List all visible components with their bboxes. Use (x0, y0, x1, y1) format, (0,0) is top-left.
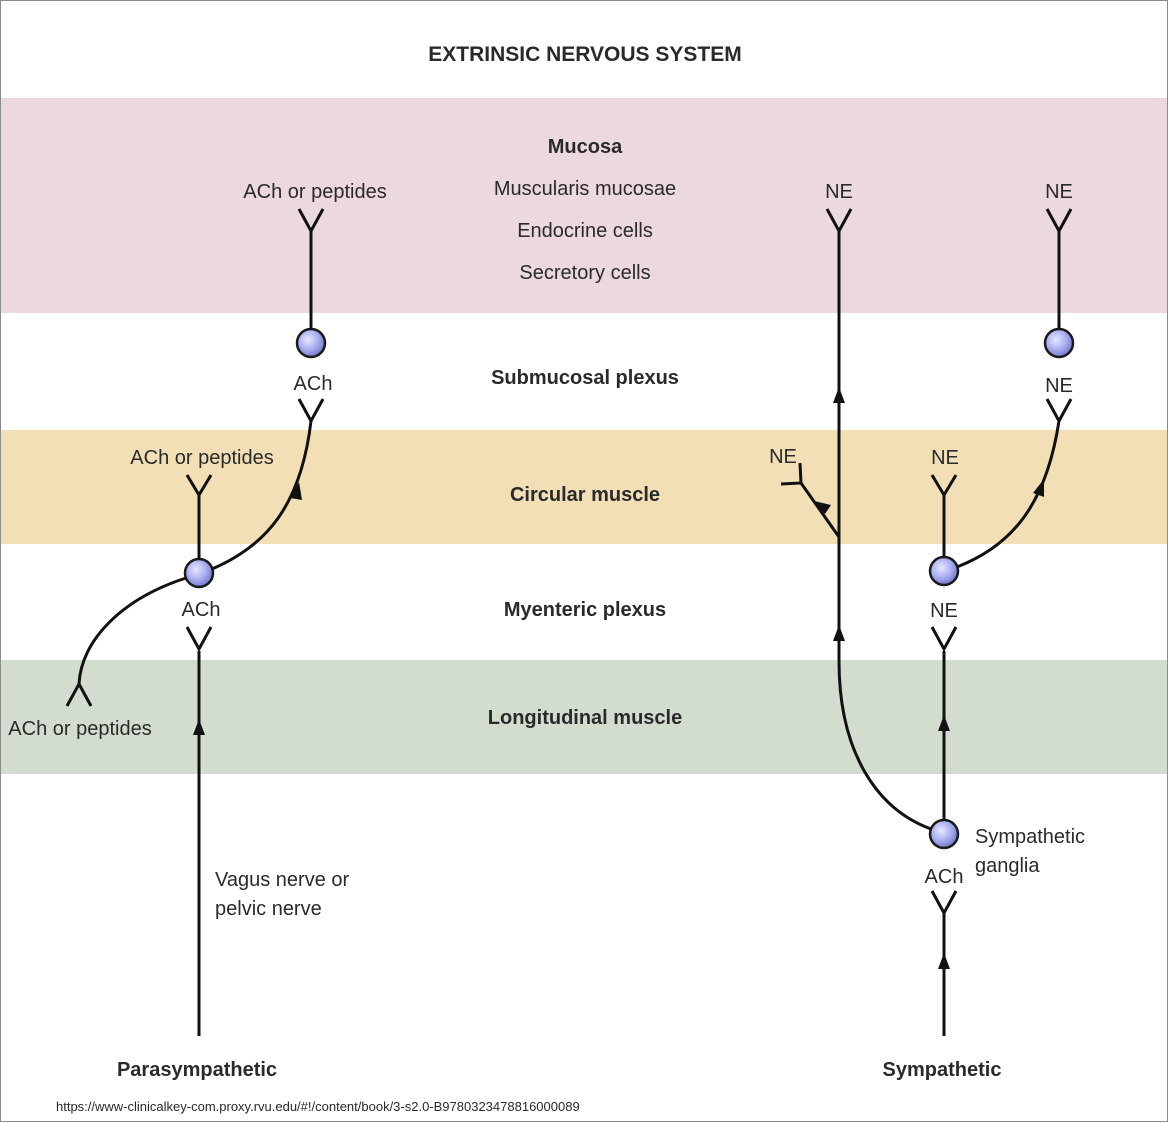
mucosa-item-endocrine: Endocrine cells (517, 220, 653, 242)
mucosa-item-muscularis: Muscularis mucosae (494, 178, 676, 200)
sympathetic-submucosal-synapse (1045, 398, 1073, 425)
sympathetic-mucosa-direct-label: NE (825, 181, 853, 203)
submucosal-plexus-band (1, 313, 1167, 430)
sympathetic-pathway: NE NE NE NE NE NE ACh Sympathetic gangli… (769, 181, 1085, 1081)
parasympathetic-submucosal-neuron (295, 327, 327, 359)
vagus-nerve-label-line2: pelvic nerve (215, 898, 322, 920)
parasympathetic-myenteric-neuron (183, 557, 215, 589)
parasympathetic-submucosal-arrow (290, 482, 302, 500)
sympathetic-mucosa-terminal (1045, 208, 1073, 235)
sympathetic-circular-branch-label: NE (769, 446, 797, 468)
layer-label-submucosal-plexus: Submucosal plexus (491, 367, 679, 389)
layer-label-circular-muscle: Circular muscle (510, 484, 660, 506)
sympathetic-ganglia-input-label: ACh (925, 866, 964, 888)
parasympathetic-pathway: ACh or peptides ACh ACh or peptides ACh … (8, 181, 386, 1081)
sympathetic-mucosa-output-label: NE (1045, 181, 1073, 203)
sympathetic-ganglion-neuron (928, 818, 960, 850)
layer-label-mucosa: Mucosa (548, 136, 623, 158)
sympathetic-title: Sympathetic (883, 1059, 1002, 1081)
sympathetic-myenteric-input-label: NE (930, 600, 958, 622)
sympathetic-preganglionic-arrow (938, 953, 950, 969)
parasympathetic-longitudinal-terminal (65, 680, 93, 707)
parasympathetic-submucosal-synapse (297, 398, 325, 425)
sympathetic-circular-branch-fiber (799, 482, 841, 538)
layer-label-myenteric-plexus: Myenteric plexus (504, 599, 666, 621)
layer-label-longitudinal-muscle: Longitudinal muscle (488, 707, 682, 729)
sympathetic-ganglion-synapse (930, 890, 958, 917)
sympathetic-circular-branch-terminal (780, 462, 803, 486)
longitudinal-muscle-band (1, 660, 1167, 774)
sympathetic-submucosal-arrow (1033, 479, 1044, 497)
parasympathetic-longitudinal-fiber (77, 576, 187, 685)
sympathetic-postganglionic-mucosa-fiber (837, 231, 932, 831)
parasympathetic-submucosal-fiber (211, 420, 313, 571)
sympathetic-ganglia-label-line2: ganglia (975, 855, 1040, 877)
sympathetic-submucosal-neuron (1043, 327, 1075, 359)
parasympathetic-submucosal-input-label: ACh (294, 373, 333, 395)
parasympathetic-fiber-arrow (193, 719, 205, 735)
sympathetic-myenteric-arrow (938, 715, 950, 731)
sympathetic-mucosa-arrow-lower (833, 625, 845, 641)
sympathetic-circular-terminal (930, 474, 958, 498)
vagus-nerve-label-line1: Vagus nerve or (215, 869, 349, 891)
sympathetic-circular-output-label: NE (931, 447, 959, 469)
parasympathetic-circular-terminal (185, 474, 213, 498)
parasympathetic-myenteric-input-label: ACh (182, 599, 221, 621)
parasympathetic-mucosa-output-label: ACh or peptides (243, 181, 386, 203)
sympathetic-submucosal-fiber (956, 420, 1061, 569)
diagram-title: EXTRINSIC NERVOUS SYSTEM (428, 43, 742, 66)
sympathetic-circular-branch-arrow (814, 501, 831, 514)
parasympathetic-myenteric-synapse (185, 626, 213, 653)
sympathetic-myenteric-neuron (928, 555, 960, 587)
mucosa-band (1, 98, 1167, 313)
sympathetic-submucosal-input-label: NE (1045, 375, 1073, 397)
sympathetic-myenteric-synapse (930, 626, 958, 653)
parasympathetic-title: Parasympathetic (117, 1059, 277, 1081)
parasympathetic-circular-output-label: ACh or peptides (130, 447, 273, 469)
parasympathetic-longitudinal-output-label: ACh or peptides (8, 718, 151, 740)
sympathetic-mucosa-arrow-upper (833, 387, 845, 403)
parasympathetic-mucosa-terminal (297, 208, 325, 235)
source-url: https://www-clinicalkey-com.proxy.rvu.ed… (56, 1099, 580, 1114)
sympathetic-ganglia-label-line1: Sympathetic (975, 826, 1085, 848)
sympathetic-mucosa-direct-terminal (825, 208, 853, 235)
mucosa-item-secretory: Secretory cells (519, 262, 650, 284)
